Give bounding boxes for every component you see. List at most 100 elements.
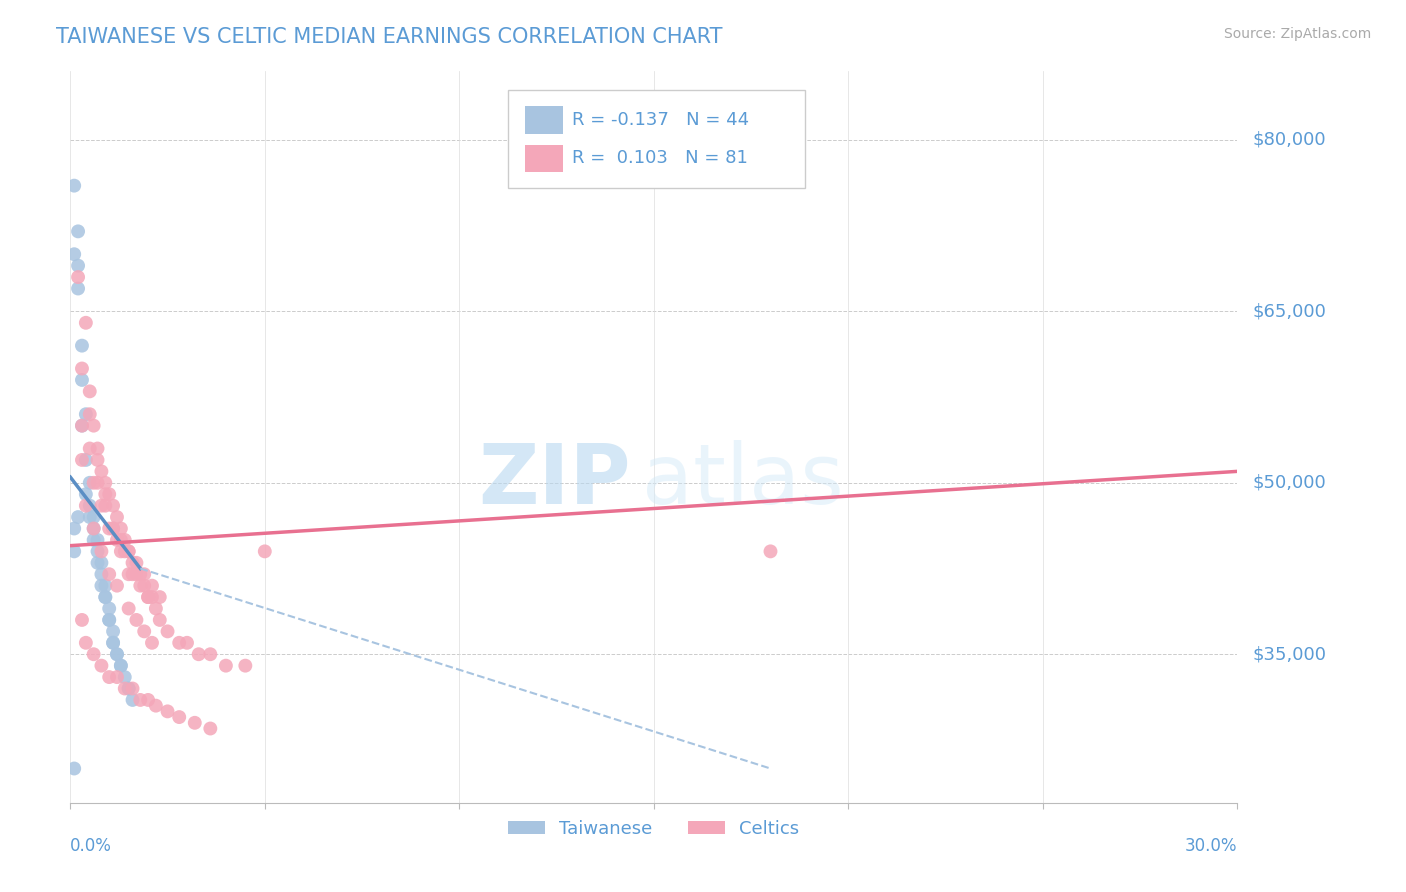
Point bbox=[233, 658, 256, 673]
Point bbox=[101, 624, 124, 639]
FancyBboxPatch shape bbox=[508, 90, 806, 188]
Point bbox=[86, 544, 108, 558]
Point bbox=[98, 521, 121, 535]
Point bbox=[75, 487, 97, 501]
Point bbox=[79, 510, 101, 524]
Point bbox=[145, 601, 167, 615]
Point bbox=[67, 510, 90, 524]
Point bbox=[105, 670, 128, 684]
Point bbox=[134, 624, 156, 639]
Point bbox=[86, 442, 108, 456]
Point bbox=[63, 178, 86, 193]
Point bbox=[253, 544, 276, 558]
Point bbox=[141, 579, 163, 593]
Point bbox=[125, 556, 148, 570]
Point bbox=[105, 647, 128, 661]
Point bbox=[134, 579, 156, 593]
Point bbox=[90, 658, 112, 673]
Text: Source: ZipAtlas.com: Source: ZipAtlas.com bbox=[1223, 27, 1371, 41]
Text: 0.0%: 0.0% bbox=[70, 837, 112, 855]
Point bbox=[110, 658, 132, 673]
Point bbox=[70, 361, 93, 376]
Point bbox=[63, 247, 86, 261]
Point bbox=[63, 521, 86, 535]
Text: $35,000: $35,000 bbox=[1253, 645, 1327, 664]
Point bbox=[129, 693, 152, 707]
Point bbox=[118, 601, 141, 615]
Point bbox=[63, 762, 86, 776]
Point bbox=[79, 384, 101, 399]
Point bbox=[156, 624, 179, 639]
Point bbox=[141, 636, 163, 650]
Point bbox=[184, 715, 207, 730]
Point bbox=[114, 533, 136, 547]
Point bbox=[90, 567, 112, 582]
Point bbox=[67, 281, 90, 295]
Point bbox=[98, 601, 121, 615]
Point bbox=[94, 590, 117, 604]
Point bbox=[75, 453, 97, 467]
Point bbox=[121, 681, 143, 696]
Point bbox=[105, 579, 128, 593]
Point bbox=[90, 464, 112, 478]
Point bbox=[79, 407, 101, 421]
Point bbox=[98, 487, 121, 501]
Point bbox=[145, 698, 167, 713]
Point bbox=[121, 567, 143, 582]
Point bbox=[105, 533, 128, 547]
Point bbox=[86, 533, 108, 547]
Point bbox=[70, 453, 93, 467]
Point bbox=[167, 710, 190, 724]
Point bbox=[176, 636, 198, 650]
Point bbox=[105, 510, 128, 524]
Point bbox=[114, 670, 136, 684]
Point bbox=[125, 567, 148, 582]
Point bbox=[134, 567, 156, 582]
Point bbox=[75, 407, 97, 421]
Point bbox=[70, 418, 93, 433]
Point bbox=[67, 270, 90, 285]
Point bbox=[86, 556, 108, 570]
Point bbox=[156, 704, 179, 718]
Text: $80,000: $80,000 bbox=[1253, 131, 1326, 149]
Point bbox=[129, 579, 152, 593]
Point bbox=[136, 693, 159, 707]
Point bbox=[79, 475, 101, 490]
Point bbox=[70, 373, 93, 387]
Point bbox=[67, 224, 90, 238]
Point bbox=[94, 499, 117, 513]
Point bbox=[121, 556, 143, 570]
Point bbox=[75, 636, 97, 650]
Point bbox=[98, 613, 121, 627]
Point bbox=[83, 510, 105, 524]
Point bbox=[200, 722, 222, 736]
Text: 30.0%: 30.0% bbox=[1185, 837, 1237, 855]
Text: TAIWANESE VS CELTIC MEDIAN EARNINGS CORRELATION CHART: TAIWANESE VS CELTIC MEDIAN EARNINGS CORR… bbox=[56, 27, 723, 46]
Point bbox=[187, 647, 209, 661]
Point bbox=[121, 693, 143, 707]
Point bbox=[98, 567, 121, 582]
Point bbox=[94, 579, 117, 593]
Point bbox=[136, 590, 159, 604]
Point bbox=[83, 418, 105, 433]
Point bbox=[98, 670, 121, 684]
Point bbox=[129, 567, 152, 582]
Point bbox=[101, 636, 124, 650]
Point bbox=[105, 647, 128, 661]
Point bbox=[98, 613, 121, 627]
Point bbox=[118, 567, 141, 582]
Point bbox=[141, 590, 163, 604]
Point bbox=[167, 636, 190, 650]
Point bbox=[114, 681, 136, 696]
Point bbox=[94, 475, 117, 490]
Point bbox=[101, 499, 124, 513]
Point bbox=[118, 681, 141, 696]
Point bbox=[79, 442, 101, 456]
Point bbox=[101, 521, 124, 535]
Point bbox=[83, 475, 105, 490]
Point bbox=[90, 579, 112, 593]
Point bbox=[110, 544, 132, 558]
Point bbox=[110, 521, 132, 535]
Point bbox=[136, 590, 159, 604]
Point bbox=[125, 613, 148, 627]
